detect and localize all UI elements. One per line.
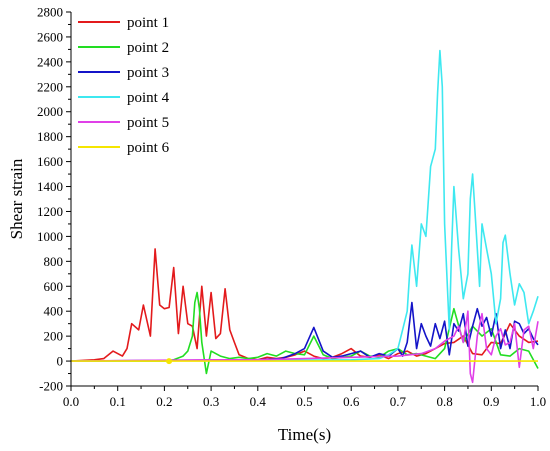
series-line-4 [70, 49, 539, 362]
x-axis-ticks: 0.0 0.1 0.2 0.3 0.4 0.5 0.6 0.7 0.8 0.9 1.0 [63, 386, 546, 409]
series-line-2 [71, 291, 539, 375]
y-tick-label: 800 [44, 254, 64, 269]
x-tick-label: 0.8 [436, 394, 452, 409]
y-tick-label: 2200 [37, 79, 63, 94]
x-tick-label: 0.2 [156, 394, 172, 409]
y-tick-label: -200 [39, 379, 63, 394]
x-tick-label: 1.0 [530, 394, 546, 409]
legend-label-3: point 3 [127, 65, 169, 81]
y-tick-label: 2400 [37, 54, 63, 69]
x-tick-label: 0.1 [110, 394, 126, 409]
y-tick-label: 1600 [37, 154, 63, 169]
series-marker-6 [166, 358, 173, 365]
x-axis-label: Time(s) [278, 425, 331, 444]
x-tick-label: 0.9 [483, 394, 499, 409]
y-axis-label: Shear strain [7, 158, 26, 239]
x-tick-label: 0.5 [296, 394, 312, 409]
x-tick-label: 0.4 [250, 394, 267, 409]
legend-label-4: point 4 [127, 90, 170, 106]
series-line-5 [70, 310, 539, 384]
legend-label-1: point 1 [127, 15, 169, 31]
y-tick-label: 0 [57, 354, 64, 369]
x-tick-label: 0.0 [63, 394, 79, 409]
plot-area [70, 49, 539, 384]
legend-label-2: point 2 [127, 40, 169, 56]
legend: point 1 point 2 point 3 point 4 point 5 point… [78, 15, 170, 156]
x-tick-label: 0.7 [390, 394, 407, 409]
y-tick-label: 600 [44, 279, 64, 294]
y-tick-label: 1200 [37, 204, 63, 219]
y-tick-label: 1400 [37, 179, 63, 194]
y-tick-label: 2000 [37, 104, 63, 119]
x-tick-label: 0.6 [343, 394, 360, 409]
y-tick-label: 2800 [37, 5, 63, 20]
y-tick-label: 400 [44, 304, 64, 319]
y-tick-label: 200 [44, 329, 64, 344]
x-tick-label: 0.3 [203, 394, 219, 409]
y-tick-label: 1800 [37, 129, 63, 144]
y-tick-label: 2600 [37, 29, 63, 44]
legend-label-6: point 6 [127, 140, 170, 156]
y-axis-ticks: -200 0 200 400 600 800 1000 1200 1400 1600 1800 200… [37, 5, 71, 394]
y-tick-label: 1000 [37, 229, 63, 244]
series-line-3 [70, 301, 539, 362]
legend-label-5: point 5 [127, 115, 169, 131]
